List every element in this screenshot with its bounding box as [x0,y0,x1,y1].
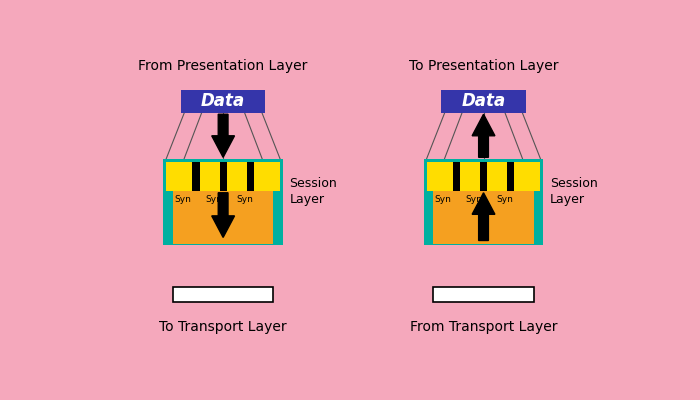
Text: Syn: Syn [205,195,222,204]
Text: To Transport Layer: To Transport Layer [160,320,287,334]
Bar [442,90,526,113]
Bar [173,188,273,244]
Bar [480,162,487,191]
Polygon shape [211,114,235,157]
Bar [424,159,543,245]
Text: Syn: Syn [466,195,482,204]
Bar [220,162,227,191]
Bar [426,162,540,191]
Text: From Transport Layer: From Transport Layer [410,320,557,334]
Bar [166,162,280,191]
Text: Syn: Syn [174,195,191,204]
Polygon shape [472,193,495,240]
Bar [193,162,200,191]
Text: Data: Data [461,92,505,110]
Bar [433,188,533,244]
Bar [181,90,265,113]
Bar [246,162,254,191]
Bar [507,162,514,191]
Text: Session
Layer: Session Layer [289,177,337,206]
Text: Syn: Syn [497,195,514,204]
Bar [453,162,460,191]
Bar [163,159,283,245]
Polygon shape [472,114,495,157]
Polygon shape [211,193,235,238]
Text: Syn: Syn [237,195,253,204]
Text: Session
Layer: Session Layer [550,177,598,206]
Text: Data: Data [201,92,245,110]
Text: From Presentation Layer: From Presentation Layer [139,60,308,74]
Text: To Presentation Layer: To Presentation Layer [409,60,559,74]
Bar [173,287,273,302]
Bar [433,287,533,302]
Text: Syn: Syn [435,195,452,204]
